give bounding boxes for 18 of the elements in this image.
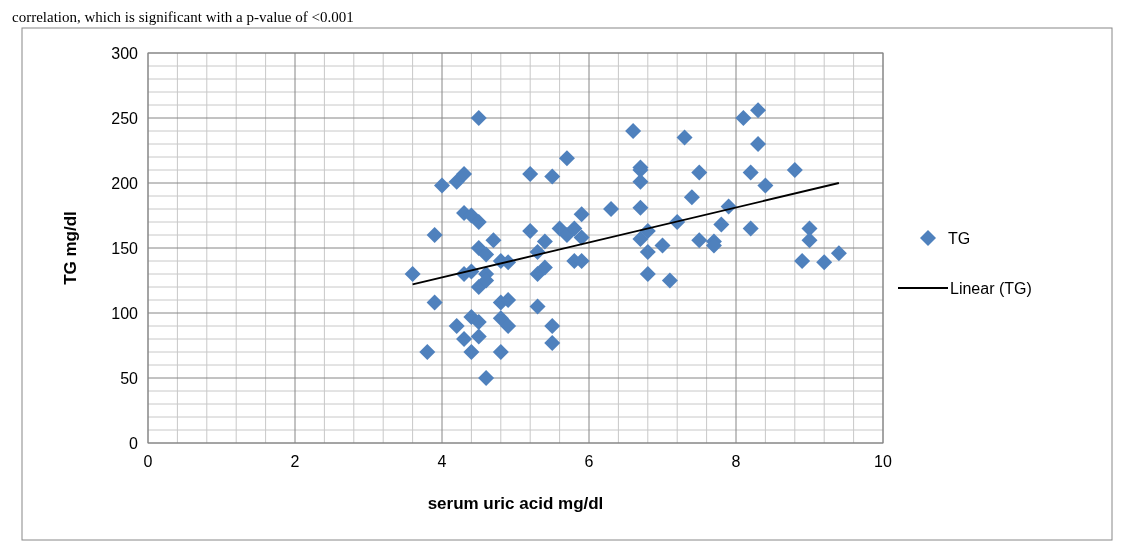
y-tick-label: 150: [111, 240, 139, 257]
legend-label: TG: [948, 230, 971, 247]
y-tick-label: 0: [129, 435, 139, 452]
x-tick-label: 0: [143, 453, 153, 470]
y-tick-label: 200: [111, 175, 139, 192]
x-tick-label: 8: [731, 453, 741, 470]
text: correlation, which is significant with a p-value of <0.001: [12, 9, 354, 25]
x-axis-title: serum uric acid mg/dl: [427, 494, 604, 513]
legend-label: Linear (TG): [950, 280, 1032, 297]
y-tick-label: 300: [111, 45, 139, 62]
y-tick-label: 50: [120, 370, 139, 387]
x-tick-label: 2: [290, 453, 300, 470]
y-tick-label: 100: [111, 305, 139, 322]
y-tick-label: 250: [111, 110, 139, 127]
x-tick-label: 4: [437, 453, 447, 470]
x-tick-label: 6: [584, 453, 594, 470]
y-axis-title: TG mg/dl: [61, 211, 80, 285]
x-tick-label: 10: [874, 453, 892, 470]
